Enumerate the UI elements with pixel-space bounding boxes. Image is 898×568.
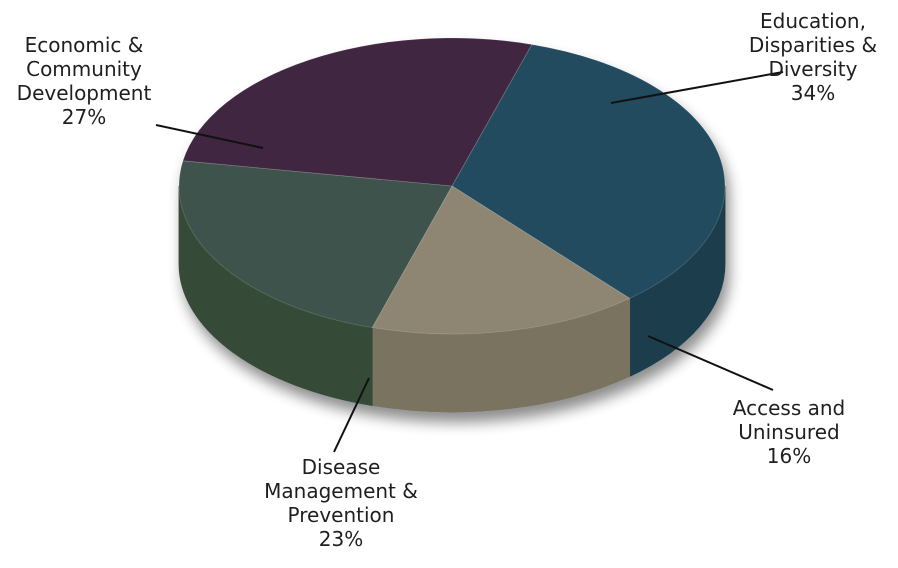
pie-slice-4	[182, 37, 533, 187]
slice-name-line: Development	[17, 81, 152, 105]
slice-value-3: 23%	[319, 527, 363, 551]
slice-name-line: Disease	[302, 455, 381, 479]
leader-line-4	[155, 124, 264, 149]
slice-name-line: Management &	[264, 479, 418, 503]
leader-line-3	[333, 377, 370, 453]
pie-slice-1	[451, 44, 726, 299]
slice-name-line: Education,	[760, 9, 866, 33]
leader-line-2	[647, 335, 774, 391]
slice-value-1: 34%	[791, 81, 835, 105]
leader-line-1	[610, 71, 784, 104]
slice-name-line: Diversity	[769, 57, 858, 81]
slice-name-line: Disparities &	[749, 33, 877, 57]
slice-name-line: Uninsured	[738, 420, 839, 444]
slice-label-1: Education, Disparities & Diversity 34%	[749, 9, 877, 105]
slice-label-4: Economic & Community Development 27%	[17, 33, 152, 129]
slice-value-4: 27%	[62, 105, 106, 129]
pie-slice-2	[371, 185, 631, 335]
slice-label-2: Access and Uninsured 16%	[733, 396, 845, 468]
pie-slice-3	[178, 160, 453, 328]
slice-name-line: Economic &	[25, 33, 144, 57]
slice-label-3: Disease Management & Prevention 23%	[264, 455, 418, 551]
slice-value-2: 16%	[767, 444, 811, 468]
slice-name-line: Prevention	[288, 503, 395, 527]
slice-name-line: Community	[26, 57, 142, 81]
slice-name-line: Access and	[733, 396, 845, 420]
